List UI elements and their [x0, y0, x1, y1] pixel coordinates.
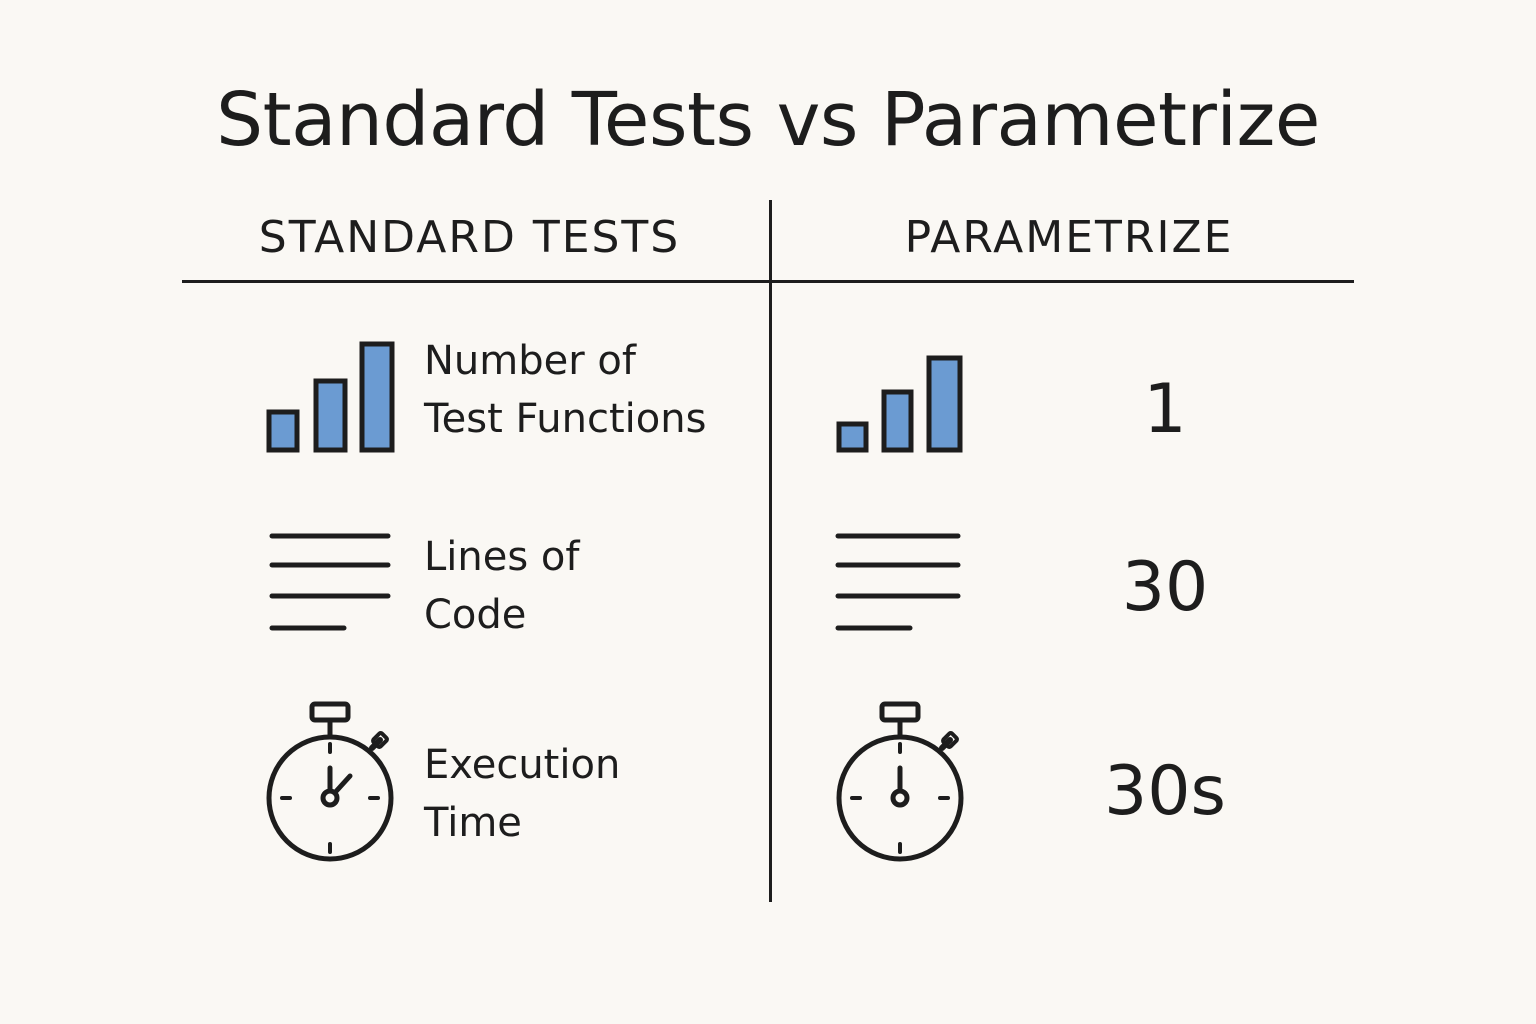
- row-label-line: Test Functions: [424, 396, 707, 442]
- row-label-execution-time: Execution Time: [424, 736, 620, 852]
- column-header-standard-tests: STANDARD TESTS: [258, 212, 681, 263]
- vertical-divider: [769, 200, 772, 902]
- bar-chart-icon: [836, 355, 963, 453]
- row-label-line: Execution: [424, 742, 621, 788]
- row-label-line: Time: [424, 800, 522, 846]
- row-value-execution-time: 30s: [1104, 752, 1226, 831]
- row-label-line: Number of: [424, 338, 636, 384]
- page-title: Standard Tests vs Parametrize: [216, 77, 1320, 163]
- row-value-test-functions: 1: [1143, 370, 1187, 449]
- bar-chart-icon: [266, 341, 395, 453]
- row-label-line: Code: [424, 592, 527, 638]
- row-label-line: Lines of: [424, 534, 580, 580]
- column-header-parametrize: PARAMETRIZE: [904, 212, 1234, 263]
- row-label-lines-of-code: Lines of Code: [424, 528, 579, 644]
- row-label-test-functions: Number of Test Functions: [424, 332, 706, 448]
- stopwatch-icon: [836, 701, 964, 862]
- stopwatch-icon: [266, 701, 394, 862]
- lines-of-code-icon: [835, 533, 961, 631]
- horizontal-divider: [182, 280, 1354, 283]
- lines-of-code-icon: [269, 533, 391, 631]
- row-value-lines-of-code: 30: [1121, 548, 1209, 627]
